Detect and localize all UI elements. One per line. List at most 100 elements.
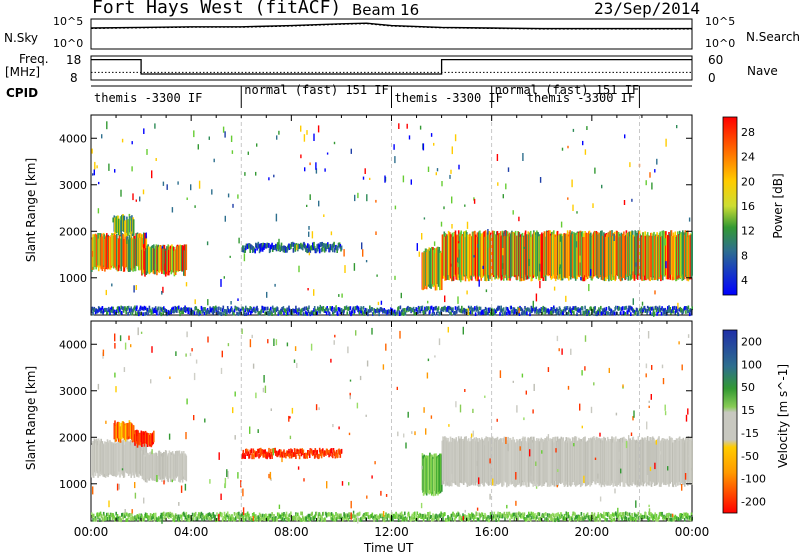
power-echo-column	[146, 307, 149, 312]
power-echo-column	[414, 309, 416, 313]
velocity-echo-column	[287, 452, 290, 457]
velocity-echo-column	[439, 514, 442, 519]
power-echo-column	[431, 312, 434, 316]
velocity-echo-column	[330, 448, 333, 453]
velocity-echo-column	[97, 514, 100, 519]
velocity-echo-column	[207, 512, 209, 517]
velocity-scatter-point	[226, 469, 228, 477]
power-echo-column	[369, 305, 371, 310]
velocity-echo-column	[233, 517, 235, 522]
velocity-echo-column	[618, 517, 620, 521]
power-echo-column	[204, 307, 206, 311]
power-scatter-point	[131, 141, 133, 145]
velocity-scatter-point	[425, 428, 427, 435]
velocity-scatter-point	[648, 504, 650, 508]
power-echo-column	[583, 310, 586, 315]
power-echo-column	[134, 310, 137, 315]
power-echo-column	[413, 311, 415, 315]
power-echo-column	[206, 310, 208, 314]
power-echo-column	[216, 306, 218, 311]
power-scatter-point	[255, 171, 257, 176]
velocity-echo-column	[652, 517, 655, 522]
power-echo-column	[258, 248, 261, 254]
power-echo-column	[249, 306, 251, 310]
power-echo-column	[248, 243, 251, 248]
power-scatter-point	[444, 295, 446, 303]
power-echo-column	[623, 310, 625, 315]
velocity-echo-column	[590, 517, 592, 521]
velocity-scatter-point	[289, 435, 292, 440]
power-ytick-label: 3000	[59, 179, 87, 192]
velocity-echo-column	[461, 517, 464, 521]
power-scatter-point	[477, 244, 479, 248]
velocity-echo-column	[251, 518, 253, 522]
velocity-scatter-point	[169, 376, 171, 379]
power-echo-column	[523, 310, 526, 314]
velocity-echo-column	[185, 511, 188, 516]
power-echo-column	[312, 310, 315, 315]
velocity-echo-column	[478, 512, 481, 517]
velocity-scatter-point	[535, 486, 538, 489]
velocity-scatter-point	[330, 358, 332, 363]
power-scatter-point	[224, 131, 226, 138]
power-echo-column	[520, 307, 523, 311]
velocity-scatter-point	[476, 507, 479, 511]
power-echo-column	[221, 308, 224, 312]
velocity-scatter-point	[581, 425, 583, 429]
power-echo-column	[223, 311, 225, 315]
velocity-colorbar-tick-label: -100	[741, 473, 766, 486]
velocity-echo-column	[454, 517, 456, 522]
velocity-echo-column	[427, 514, 430, 518]
power-echo-column	[345, 305, 348, 310]
velocity-echo-column	[289, 513, 292, 518]
velocity-echo-column	[290, 448, 292, 454]
velocity-echo-column	[563, 513, 566, 518]
velocity-echo-column	[92, 517, 94, 522]
velocity-echo-column	[397, 513, 399, 518]
power-scatter-point	[457, 296, 459, 304]
velocity-scatter-point	[507, 443, 509, 452]
velocity-scatter-point	[140, 331, 143, 334]
power-scatter-point	[166, 184, 168, 190]
power-scatter-point	[433, 142, 435, 146]
power-scatter-point	[177, 181, 179, 185]
power-echo-column	[385, 312, 388, 316]
power-echo-column	[151, 310, 153, 314]
power-echo-column	[603, 307, 606, 312]
velocity-echo-column	[628, 512, 631, 517]
power-scatter-point	[485, 289, 488, 293]
velocity-echo-column	[333, 515, 336, 519]
velocity-scatter-point	[399, 330, 401, 339]
velocity-echo-column	[588, 517, 591, 522]
velocity-heatmap	[91, 321, 693, 524]
velocity-echo-column	[314, 514, 317, 518]
velocity-echo-column	[290, 453, 293, 459]
velocity-echo-column	[519, 511, 521, 516]
power-echo-column	[424, 310, 427, 315]
velocity-scatter-point	[273, 338, 275, 346]
power-echo-column	[640, 306, 643, 311]
nsky-tick-bottom: 10^0	[53, 37, 84, 50]
velocity-echo-column	[330, 512, 333, 516]
velocity-scatter-point	[496, 418, 498, 422]
power-scatter-point	[155, 158, 157, 161]
velocity-echo-column	[453, 513, 456, 518]
power-echo-column	[291, 311, 293, 315]
velocity-echo-column	[276, 512, 279, 517]
power-echo-column	[349, 306, 352, 310]
power-scatter-point	[582, 140, 584, 146]
velocity-scatter-point	[151, 449, 153, 455]
velocity-scatter-point	[681, 484, 683, 491]
power-echo-column	[276, 307, 279, 311]
velocity-echo-column	[288, 448, 290, 454]
power-echo-column	[433, 311, 435, 316]
velocity-scatter-point	[267, 339, 269, 344]
velocity-scatter-point	[380, 490, 382, 496]
power-scatter-point	[227, 193, 230, 198]
power-echo-column	[303, 306, 306, 311]
power-scatter-point	[108, 163, 110, 171]
power-scatter-point	[154, 263, 157, 270]
velocity-scatter-point	[556, 485, 558, 488]
power-scatter-point	[559, 234, 562, 242]
velocity-echo-column	[235, 512, 238, 517]
